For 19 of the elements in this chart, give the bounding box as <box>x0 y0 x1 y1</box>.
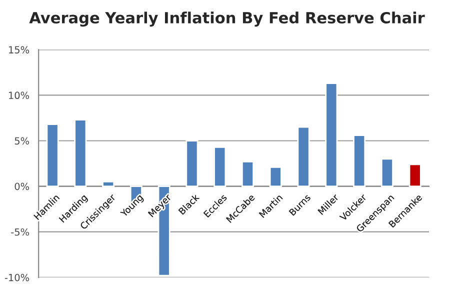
y-tick-label: -5% <box>11 228 30 236</box>
y-tick-label: 15% <box>9 46 30 54</box>
bar <box>408 164 422 187</box>
bar <box>214 146 226 187</box>
bar <box>102 181 115 187</box>
bar <box>325 82 338 187</box>
chart-title: Average Yearly Inflation By Fed Reserve Chair <box>29 12 425 27</box>
bar <box>74 119 87 187</box>
bar <box>353 134 366 187</box>
bar <box>269 166 282 187</box>
bar <box>297 126 310 187</box>
y-tick-label: -10% <box>4 274 30 282</box>
y-tick-label: 5% <box>14 137 30 145</box>
bar <box>380 158 394 187</box>
y-tick-label: 10% <box>9 92 30 100</box>
bar <box>46 124 59 187</box>
bar <box>241 161 254 187</box>
bar <box>186 140 198 187</box>
y-tick-label: 0% <box>14 182 30 190</box>
